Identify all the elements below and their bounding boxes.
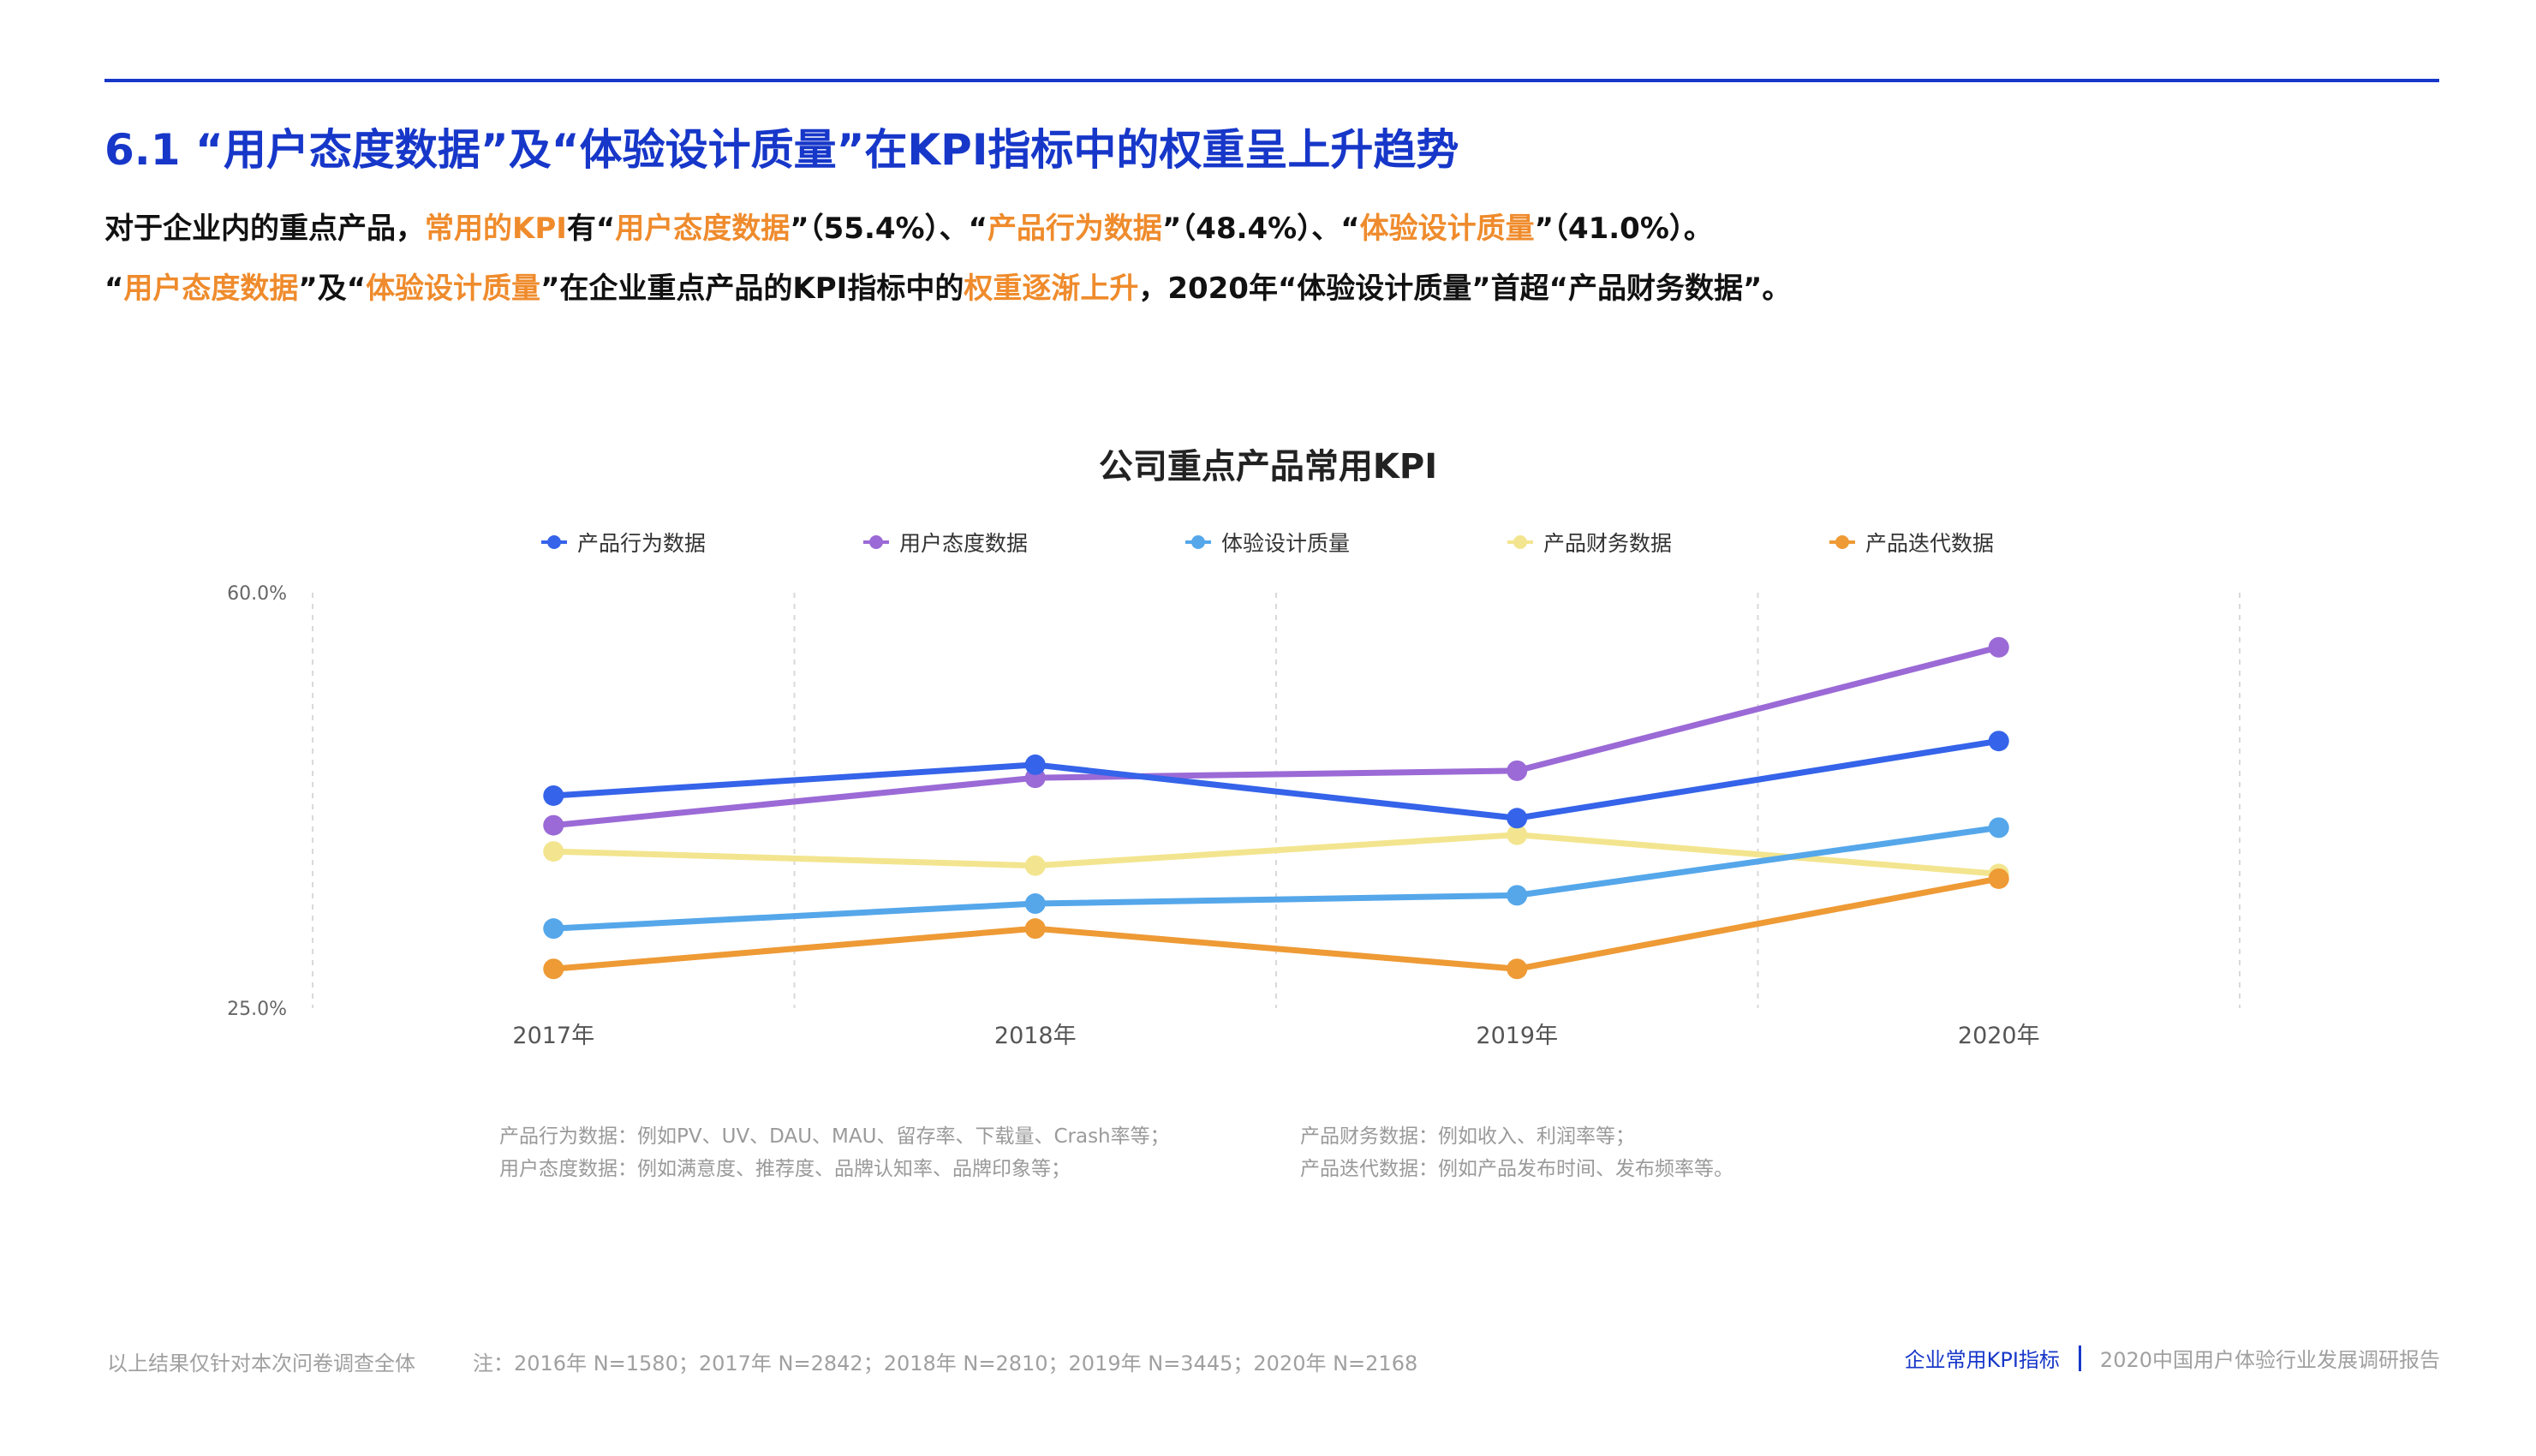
- series-line: [550, 875, 2002, 972]
- text-segment: 对于企业内的重点产品，: [104, 212, 425, 246]
- footer-section: 企业常用KPI指标: [1904, 1348, 2060, 1372]
- legend-label: 产品财务数据: [1543, 531, 1673, 556]
- data-point: [1507, 958, 1528, 980]
- top-rule: [104, 79, 2439, 82]
- highlight-text: 体验设计质量: [366, 272, 541, 306]
- chart-title: 公司重点产品常用KPI: [1098, 447, 1438, 486]
- data-point: [1024, 855, 1046, 876]
- notes-left: 产品行为数据：例如PV、UV、DAU、MAU、留存率、下载量、Crash率等； …: [499, 1120, 1170, 1185]
- data-point: [543, 918, 564, 940]
- data-point: [1507, 824, 1528, 845]
- note-finance-data: 产品财务数据：例如收入、利润率等；: [1300, 1125, 1635, 1148]
- footer-scope: 以上结果仅针对本次问卷调查全体: [107, 1352, 415, 1375]
- series-line: [550, 737, 2002, 821]
- legend-item[interactable]: 用户态度数据: [863, 527, 1028, 558]
- text-segment: ”在企业重点产品的KPI指标中的: [540, 272, 964, 306]
- legend-label: 产品迭代数据: [1865, 531, 1995, 556]
- data-point: [1988, 868, 2009, 889]
- legend-label: 产品行为数据: [577, 531, 707, 556]
- data-point: [543, 815, 564, 836]
- legend-marker: [1829, 533, 1855, 552]
- text-segment: ”及“: [298, 272, 367, 306]
- notes-right: 产品财务数据：例如收入、利润率等； 产品迭代数据：例如产品发布时间、发布频率等。: [1300, 1120, 1733, 1185]
- legend-marker: [863, 533, 889, 552]
- data-point: [1988, 636, 2009, 658]
- y-tick-label: 25.0%: [227, 999, 287, 1020]
- series-line: [550, 832, 2002, 877]
- footer-report-title: 2020中国用户体验行业发展调研报告: [2099, 1348, 2440, 1372]
- data-point: [1988, 817, 2009, 838]
- data-point: [1507, 885, 1528, 906]
- summary-line-2: “用户态度数据”及“体验设计质量”在企业重点产品的KPI指标中的权重逐渐上升，2…: [104, 267, 2417, 310]
- highlight-text: 产品行为数据: [987, 212, 1162, 246]
- legend-marker: [1507, 533, 1533, 552]
- legend-item[interactable]: 产品迭代数据: [1829, 527, 1994, 558]
- note-iteration-data: 产品迭代数据：例如产品发布时间、发布频率等。: [1300, 1158, 1733, 1180]
- x-tick-label: 2020年: [1958, 1023, 2040, 1049]
- legend-marker: [1185, 533, 1211, 552]
- x-tick-label: 2019年: [1476, 1023, 1558, 1049]
- legend-label: 体验设计质量: [1221, 531, 1351, 556]
- series-line: [550, 824, 2002, 932]
- highlight-text: 权重逐渐上升: [964, 272, 1139, 306]
- footer-divider: [2078, 1345, 2081, 1371]
- data-point: [1024, 918, 1046, 940]
- data-point: [1507, 808, 1528, 829]
- page-title: 6.1 “用户态度数据”及“体验设计质量”在KPI指标中的权重呈上升趋势: [104, 125, 1459, 175]
- legend-label: 用户态度数据: [899, 531, 1029, 556]
- text-segment: “: [104, 272, 124, 306]
- data-point: [1507, 760, 1528, 781]
- text-segment: ”（55.4%）、“: [790, 212, 988, 246]
- footer-sample-note: 注：2016年 N=1580；2017年 N=2842；2018年 N=2810…: [473, 1352, 1418, 1375]
- x-tick-label: 2017年: [512, 1023, 594, 1049]
- data-point: [543, 841, 564, 862]
- text-segment: ，2020年“体验设计质量”首超“产品财务数据”。: [1138, 272, 1792, 306]
- highlight-text: 体验设计质量: [1359, 212, 1535, 246]
- text-segment: 有“: [566, 212, 616, 246]
- highlight-text: 常用的KPI: [425, 212, 567, 246]
- note-attitude-data: 用户态度数据：例如满意度、推荐度、品牌认知率、品牌印象等；: [499, 1158, 1071, 1180]
- series-line: [550, 644, 2002, 829]
- footer-right: 企业常用KPI指标 2020中国用户体验行业发展调研报告: [1905, 1343, 2440, 1373]
- data-point: [1988, 731, 2009, 752]
- text-segment: ”（48.4%）、“: [1161, 212, 1360, 246]
- note-behavior-data: 产品行为数据：例如PV、UV、DAU、MAU、留存率、下载量、Crash率等；: [499, 1125, 1170, 1148]
- legend-item[interactable]: 产品行为数据: [541, 527, 706, 558]
- legend-item[interactable]: 体验设计质量: [1185, 527, 1350, 558]
- data-point: [1024, 893, 1046, 915]
- highlight-text: 用户态度数据: [615, 212, 791, 246]
- summary-line-1: 对于企业内的重点产品，常用的KPI有“用户态度数据”（55.4%）、“产品行为数…: [104, 207, 2417, 250]
- data-point: [543, 958, 564, 980]
- x-tick-label: 2018年: [994, 1023, 1077, 1049]
- chart-legend: 产品行为数据 用户态度数据 体验设计质量 产品财务数据 产品迭代数据: [541, 527, 2126, 558]
- data-point: [1024, 754, 1046, 775]
- legend-marker: [541, 533, 567, 552]
- data-point: [543, 785, 564, 806]
- highlight-text: 用户态度数据: [123, 272, 299, 306]
- y-tick-label: 60.0%: [227, 583, 287, 605]
- text-segment: ”（41.0%）。: [1534, 212, 1713, 246]
- legend-item[interactable]: 产品财务数据: [1507, 527, 1672, 558]
